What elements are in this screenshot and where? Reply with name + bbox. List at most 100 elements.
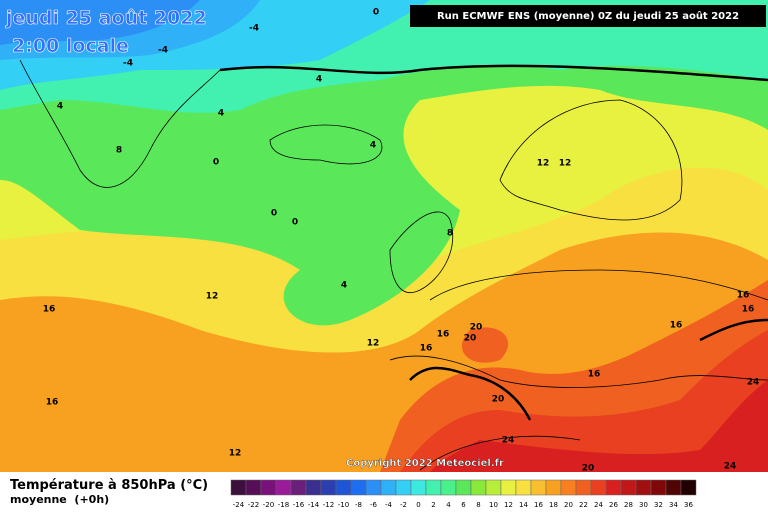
legend-label: -10 xyxy=(338,501,349,509)
legend-label: -8 xyxy=(355,501,362,509)
legend-label: 34 xyxy=(669,501,678,509)
contour-lines xyxy=(219,64,768,421)
contour-label: 8 xyxy=(447,229,453,239)
legend-label: -16 xyxy=(293,501,305,509)
contour-label: 0 xyxy=(271,209,277,219)
contour-label: 16 xyxy=(46,398,59,408)
legend-label: 12 xyxy=(504,501,513,509)
legend-label: 0 xyxy=(416,501,420,509)
legend-swatch xyxy=(575,479,592,496)
legend-swatch xyxy=(275,479,292,496)
contour-label: 16 xyxy=(670,321,683,331)
contour-label: 16 xyxy=(588,370,601,380)
legend-label: -22 xyxy=(248,501,259,509)
contour-label: 4 xyxy=(316,75,322,85)
legend-label: 4 xyxy=(446,501,451,509)
legend-swatch xyxy=(545,479,562,496)
contour-label: 4 xyxy=(57,102,63,112)
legend-swatch xyxy=(530,479,547,496)
legend-swatch xyxy=(320,479,337,496)
legend-label: 28 xyxy=(624,501,633,509)
legend-swatch xyxy=(440,479,457,496)
legend-swatch xyxy=(290,479,307,496)
legend-label: -20 xyxy=(263,501,274,509)
legend-label: 2 xyxy=(431,501,435,509)
legend-swatch xyxy=(455,479,472,496)
footer-subtitle: moyenne (+0h) xyxy=(10,493,109,506)
footer-title: Température à 850hPa (°C) xyxy=(10,478,208,493)
contour-label: 16 xyxy=(737,291,750,301)
contour-label: 16 xyxy=(43,305,56,315)
contour-label: 20 xyxy=(470,323,483,333)
contour-label: 4 xyxy=(341,281,347,291)
legend-swatch xyxy=(395,479,412,496)
legend-swatch xyxy=(410,479,427,496)
legend-label: 16 xyxy=(534,501,543,509)
legend-swatch xyxy=(425,479,442,496)
contour-label: 12 xyxy=(367,339,380,349)
legend-swatch xyxy=(485,479,502,496)
legend-swatch xyxy=(680,479,697,496)
run-info: Run ECMWF ENS (moyenne) 0Z du jeudi 25 a… xyxy=(437,10,739,22)
time: 2:00 locale xyxy=(12,35,129,57)
color-legend: -24 -22 -20 -18 -16 -14 -12 -10 -8 -6 -4 -2 0 2 4 6 8 10 1… xyxy=(230,479,697,509)
legend-swatch xyxy=(335,479,352,496)
legend-swatch xyxy=(500,479,517,496)
copyright: Copyright 2022 Meteociel.fr xyxy=(346,458,504,469)
legend-label: 26 xyxy=(609,501,618,509)
contour-label: 4 xyxy=(370,141,376,151)
contour-label: 24 xyxy=(502,436,515,446)
contour-label: 16 xyxy=(742,305,755,315)
legend-swatch xyxy=(560,479,577,496)
legend-label: 18 xyxy=(549,501,558,509)
contour-label: 20 xyxy=(464,334,477,344)
contour-label: 12 xyxy=(559,159,572,169)
legend-label: 24 xyxy=(594,501,603,509)
run-box xyxy=(410,5,766,27)
coastlines xyxy=(19,59,768,471)
legend-label: 8 xyxy=(476,501,480,509)
contour-label: 12 xyxy=(229,449,242,459)
legend-label: 36 xyxy=(684,501,693,509)
legend-swatch xyxy=(350,479,367,496)
contour-label: 24 xyxy=(724,462,737,472)
legend-label: -24 xyxy=(233,501,245,509)
contour-label: -4 xyxy=(123,59,133,69)
legend-label: -6 xyxy=(370,501,378,509)
legend-label: -12 xyxy=(323,501,334,509)
legend-swatch xyxy=(470,479,487,496)
legend-label: 30 xyxy=(639,501,648,509)
contour-label: 12 xyxy=(206,292,219,302)
legend-label: 20 xyxy=(564,501,573,509)
legend-swatch xyxy=(605,479,622,496)
legend-label: -4 xyxy=(385,501,393,509)
legend-swatch xyxy=(515,479,532,496)
date: jeudi 25 août 2022 xyxy=(5,7,207,29)
contour-label: 16 xyxy=(420,344,433,354)
legend-label: 10 xyxy=(489,501,498,509)
contour-label: 16 xyxy=(437,330,450,340)
contour-label: 24 xyxy=(747,378,760,388)
contour-label: 4 xyxy=(218,109,224,119)
legend-label: 14 xyxy=(519,501,528,509)
contour-label: 20 xyxy=(582,464,595,474)
legend-swatch xyxy=(260,479,277,496)
contour-label: 8 xyxy=(116,146,122,156)
legend-label: 6 xyxy=(461,501,466,509)
legend-label: -18 xyxy=(278,501,289,509)
legend-swatch xyxy=(590,479,607,496)
legend-swatch xyxy=(365,479,382,496)
legend-label: 32 xyxy=(654,501,663,509)
contour-label: 20 xyxy=(492,395,505,405)
legend-label: -2 xyxy=(400,501,407,509)
contour-label: 0 xyxy=(292,218,298,228)
legend-swatch xyxy=(635,479,652,496)
contour-label: 0 xyxy=(213,158,219,168)
legend-swatch xyxy=(230,479,247,496)
legend-label: -14 xyxy=(308,501,320,509)
contour-label: 0 xyxy=(373,8,379,18)
legend-swatch xyxy=(665,479,682,496)
legend-swatch xyxy=(620,479,637,496)
